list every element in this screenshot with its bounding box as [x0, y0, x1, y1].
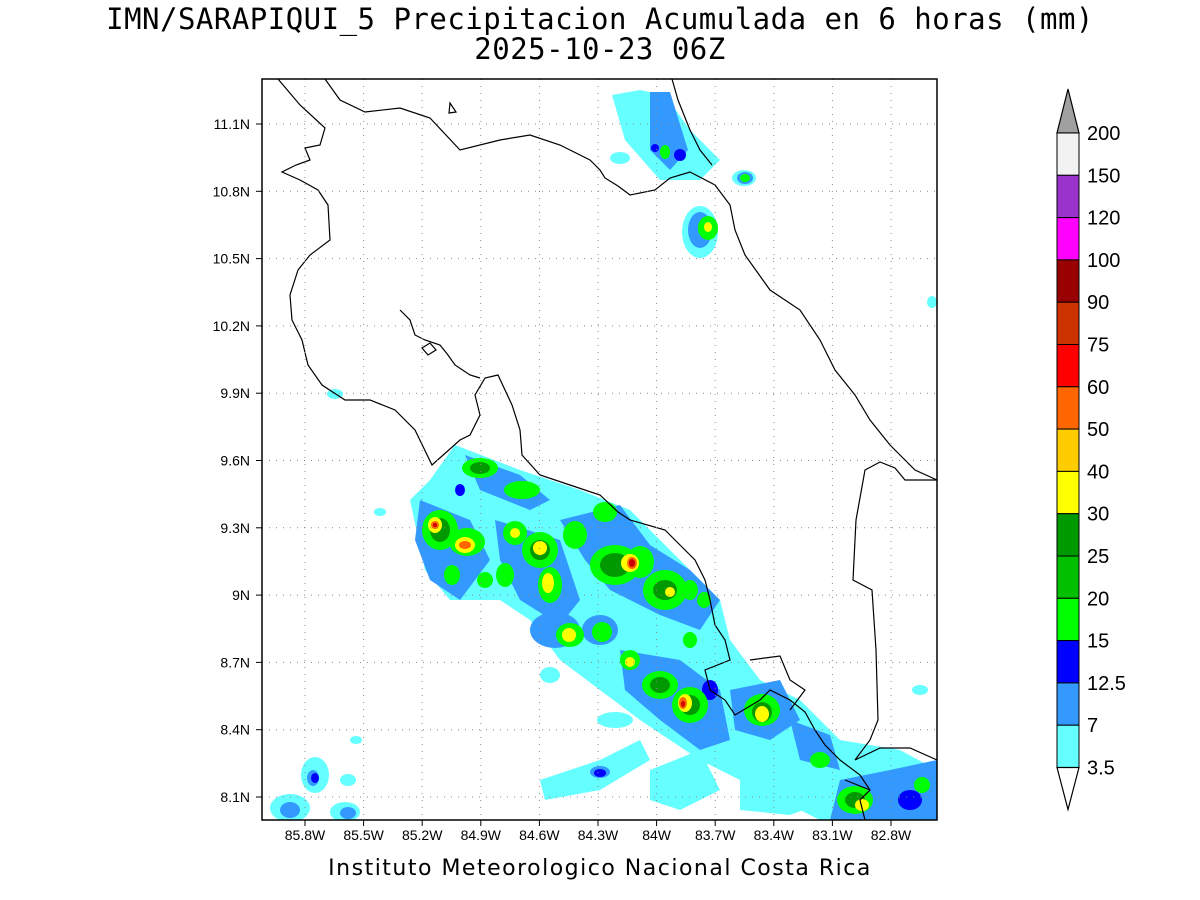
- colorbar-label: 12.5: [1087, 673, 1126, 695]
- map-frame: [261, 78, 938, 821]
- colorbar-label: 20: [1087, 588, 1109, 610]
- lon-tick-label: 85.2W: [402, 827, 443, 843]
- lat-tick-label: 11.1N: [214, 116, 250, 132]
- colorbar-label: 200: [1087, 123, 1120, 145]
- colorbar-label: 120: [1087, 208, 1120, 230]
- lat-tick-label: 9.3N: [220, 520, 250, 536]
- grid-lines: [262, 79, 937, 820]
- colorbar-label: 30: [1087, 504, 1109, 526]
- colorbar-swatch: [1056, 640, 1080, 684]
- colorbar-swatch: [1056, 724, 1080, 769]
- colorbar-swatch: [1056, 259, 1080, 303]
- colorbar-label: 25: [1087, 546, 1109, 568]
- colorbar-label: 40: [1087, 461, 1109, 483]
- lon-tick-label: 82.8W: [871, 827, 912, 843]
- lat-tick-label: 9.6N: [220, 453, 250, 469]
- colorbar-under-triangle: [1056, 766, 1080, 812]
- colorbar-label: 60: [1087, 377, 1109, 399]
- lon-tick-label: 84W: [642, 827, 672, 843]
- lon-tick-label: 85.5W: [343, 827, 384, 843]
- lat-tick-label: 10.2N: [213, 318, 250, 334]
- colorbar-label: 50: [1087, 419, 1109, 441]
- colorbar-label: 90: [1087, 292, 1109, 314]
- colorbar-swatch: [1056, 555, 1080, 599]
- lat-tick-label: 10.8N: [213, 183, 250, 199]
- lon-tick-label: 83.7W: [695, 827, 736, 843]
- lon-tick-label: 84.6W: [519, 827, 560, 843]
- colorbar-swatch: [1056, 132, 1080, 176]
- lon-tick-label: 84.3W: [578, 827, 619, 843]
- colorbar-label: 100: [1087, 250, 1120, 272]
- lon-tick-label: 85.8W: [285, 827, 326, 843]
- lat-tick-label: 10.5N: [213, 251, 250, 267]
- lon-tick-label: 83.1W: [812, 827, 853, 843]
- lat-tick-label: 8.4N: [220, 722, 250, 738]
- colorbar-label: 3.5: [1087, 758, 1115, 780]
- lat-tick-label: 8.7N: [220, 654, 250, 670]
- coastline: [277, 79, 937, 820]
- colorbar-swatch: [1056, 301, 1080, 346]
- footer-credit: Instituto Meteorologico Nacional Costa R…: [328, 856, 872, 881]
- latitude-axis: 11.1N 10.8N 10.5N 10.2N 9.9N 9.6N 9.3N 9N 8.7N 8.…: [213, 116, 262, 805]
- precipitation-field: [270, 90, 937, 820]
- lat-tick-label: 9.9N: [220, 385, 250, 401]
- colorbar-over-triangle: [1056, 88, 1080, 134]
- map-valid-time: 2025-10-23 06Z: [474, 32, 726, 66]
- colorbar-swatch: [1056, 174, 1080, 219]
- colorbar-swatch: [1056, 682, 1080, 726]
- colorbar-label: 150: [1087, 165, 1120, 187]
- lon-tick-label: 83.4W: [754, 827, 795, 843]
- colorbar-legend: 200 150 120 100 90 75 60 50 40 30 25 20 15 12.5 7 3.5: [1056, 88, 1126, 812]
- colorbar-swatch: [1056, 470, 1080, 515]
- longitude-axis: 85.8W 85.5W 85.2W 84.9W 84.6W 84.3W 84W 83.7W 83…: [285, 820, 912, 843]
- lat-tick-label: 9N: [232, 587, 250, 603]
- colorbar-swatch: [1056, 217, 1080, 261]
- colorbar-label: 15: [1087, 631, 1109, 653]
- colorbar-label: 7: [1087, 715, 1098, 737]
- colorbar-swatch: [1056, 597, 1080, 642]
- lon-tick-label: 84.9W: [461, 827, 502, 843]
- colorbar-swatch: [1056, 344, 1080, 388]
- colorbar-swatch: [1056, 513, 1080, 557]
- colorbar-label: 75: [1087, 335, 1109, 357]
- colorbar-swatch: [1056, 428, 1080, 472]
- map-title: IMN/SARAPIQUI_5 Precipitacion Acumulada …: [106, 2, 1094, 36]
- lat-tick-label: 8.1N: [220, 789, 250, 805]
- colorbar-swatch: [1056, 386, 1080, 430]
